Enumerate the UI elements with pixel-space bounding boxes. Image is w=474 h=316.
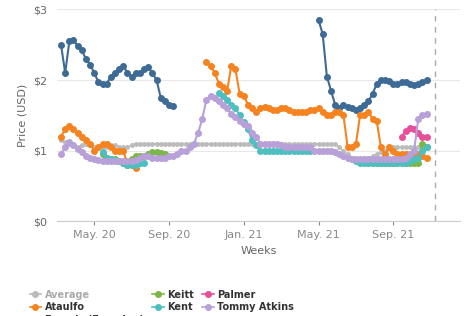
- Legend: Average, Ataulfo, Francis (Francine), Keitt, Kent, Palmer, Tommy Atkins: Average, Ataulfo, Francis (Francine), Ke…: [29, 289, 294, 316]
- X-axis label: Weeks: Weeks: [240, 246, 276, 256]
- Y-axis label: Price (USD): Price (USD): [18, 84, 27, 147]
